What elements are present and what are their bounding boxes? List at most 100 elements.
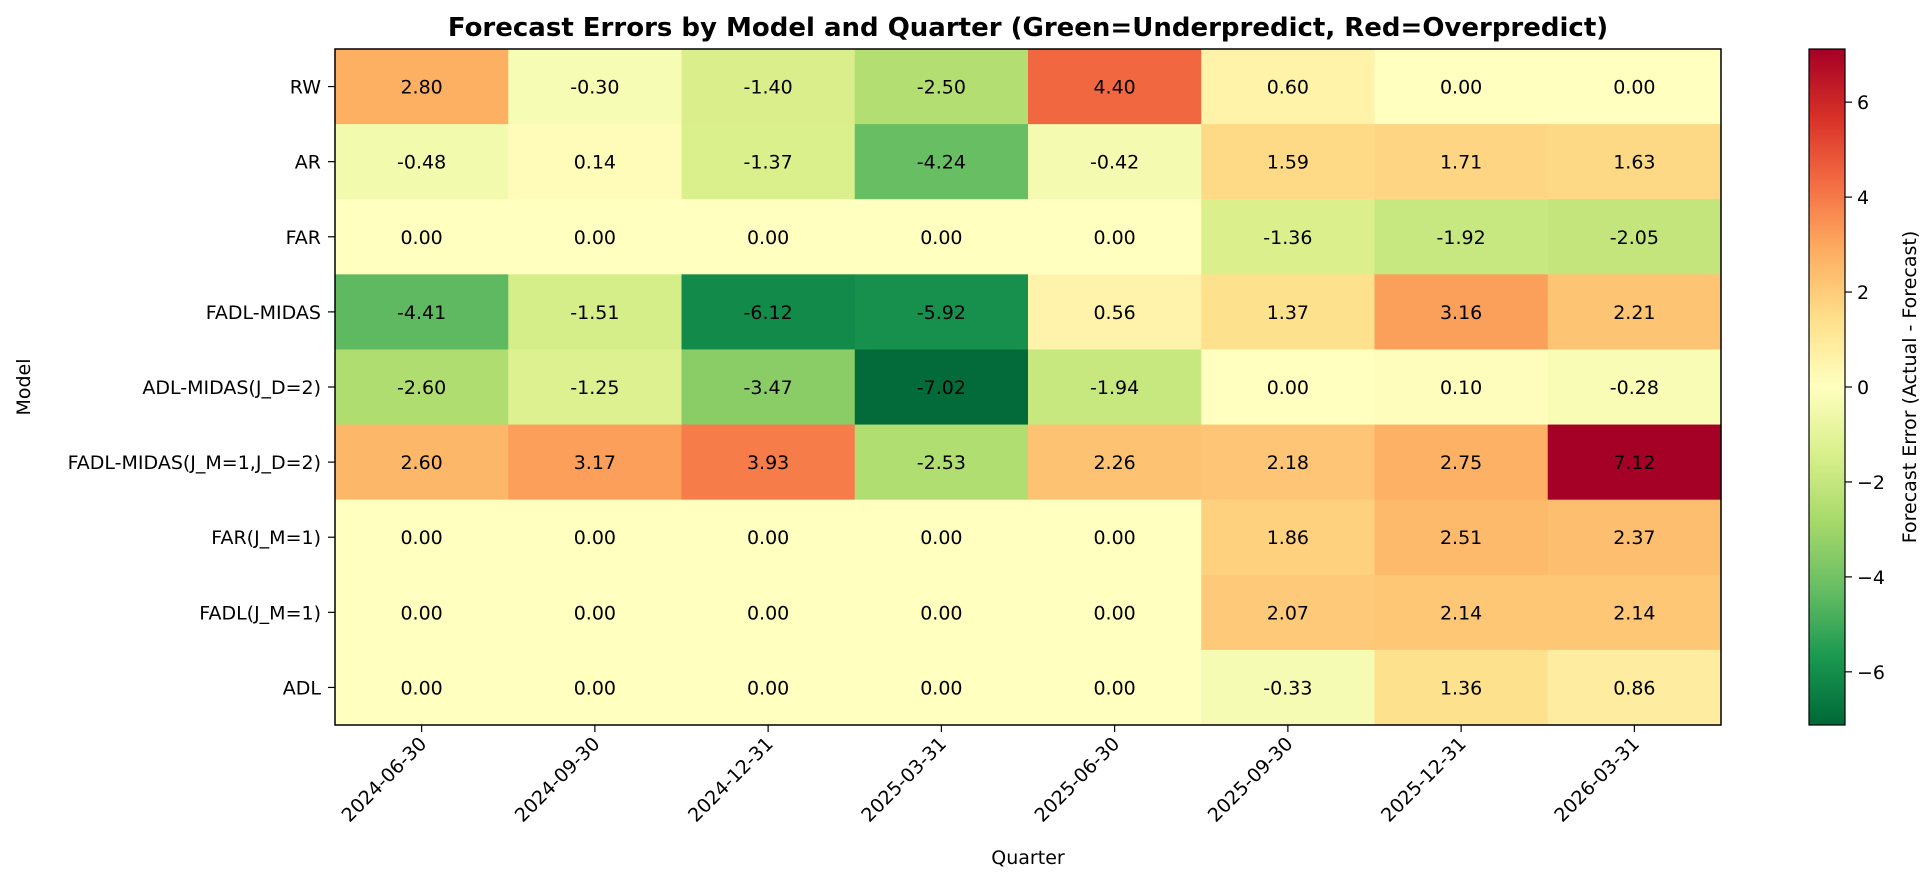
cell-value-label: 0.00 (920, 227, 962, 249)
cell-value-label: 0.00 (1267, 377, 1309, 399)
cell-value-label: -2.53 (917, 452, 966, 474)
heatmap-cell (1547, 349, 1722, 426)
cell-value-label: 0.00 (920, 602, 962, 624)
cell-value-label: -3.47 (744, 377, 793, 399)
heatmap-cells: 2.80 -0.30 -1.40 -2.50 4.40 0.60 0.00 0.00 -0.48… (335, 49, 1722, 726)
y-tick-label: AR (295, 152, 321, 174)
colorbar-tick-label: −2 (1857, 472, 1885, 494)
y-tick-label: ADL (283, 677, 322, 699)
cell-value-label: 3.17 (574, 452, 616, 474)
x-axis-label: Quarter (991, 847, 1065, 869)
cell-value-label: 3.16 (1440, 302, 1482, 324)
colorbar-tick-label: 4 (1857, 187, 1869, 209)
heatmap-cell (1201, 274, 1376, 351)
cell-value-label: -0.33 (1263, 677, 1312, 699)
heatmap-cell (508, 274, 683, 351)
heatmap-cell (681, 424, 856, 501)
x-tick-label: 2024-12-31 (684, 733, 778, 827)
heatmap-cell (508, 349, 683, 426)
heatmap-cell (1374, 649, 1549, 726)
cell-value-label: 0.00 (920, 677, 962, 699)
x-tick-label: 2025-06-30 (1031, 733, 1125, 827)
cell-value-label: 0.60 (1267, 77, 1309, 99)
cell-value-label: 0.00 (400, 602, 442, 624)
heatmap-cell (508, 49, 683, 125)
heatmap-cell (1028, 649, 1202, 726)
colorbar-label: Forecast Error (Actual - Forecast) (1899, 231, 1921, 543)
heatmap-cell (854, 199, 1029, 275)
cell-value-label: 2.26 (1093, 452, 1135, 474)
cell-value-label: 1.36 (1440, 677, 1482, 699)
heatmap-cell (1374, 499, 1549, 576)
heatmap-cell (1201, 199, 1376, 275)
heatmap-cell (681, 574, 856, 651)
heatmap-cell (508, 574, 683, 651)
heatmap-cell (1374, 274, 1549, 351)
cell-value-label: -0.30 (570, 77, 619, 99)
heatmap-cell (854, 649, 1029, 726)
cell-value-label: -1.40 (744, 77, 793, 99)
cell-value-label: 2.60 (400, 452, 442, 474)
x-tick-label: 2026-03-31 (1550, 733, 1644, 827)
heatmap-cell (335, 199, 509, 275)
colorbar-gradient (1808, 48, 1846, 726)
cell-value-label: -4.24 (917, 152, 966, 174)
cell-value-label: 2.51 (1440, 527, 1482, 549)
cell-value-label: -1.51 (570, 302, 619, 324)
heatmap-cell (1028, 124, 1202, 200)
heatmap-cell (681, 649, 856, 726)
heatmap-cell (681, 49, 856, 125)
heatmap-cell (681, 499, 856, 576)
heatmap-cell (681, 124, 856, 200)
cell-value-label: 4.40 (1093, 77, 1135, 99)
heatmap-cell (854, 574, 1029, 651)
cell-value-label: 2.21 (1613, 302, 1655, 324)
cell-value-label: -1.36 (1263, 227, 1312, 249)
heatmap-cell (1201, 649, 1376, 726)
cell-value-label: 0.00 (1093, 527, 1135, 549)
heatmap-cell (1201, 49, 1376, 125)
x-tick-label: 2025-03-31 (857, 733, 951, 827)
cell-value-label: 0.14 (574, 152, 616, 174)
heatmap-cell (854, 49, 1029, 125)
y-tick-label: FADL-MIDAS(J_M=1,J_D=2) (68, 452, 321, 474)
heatmap-cell (1028, 499, 1202, 576)
cell-value-label: 1.59 (1267, 152, 1309, 174)
cell-value-label: 0.00 (1093, 227, 1135, 249)
heatmap-cell (1374, 124, 1549, 200)
heatmap-cell (854, 499, 1029, 576)
x-axis-ticks: 2024-06-30 2024-09-30 2024-12-31 2025-03-31… (338, 725, 1644, 827)
cell-value-label: 0.00 (1093, 602, 1135, 624)
heatmap-cell (335, 274, 509, 351)
cell-value-label: 2.14 (1613, 602, 1655, 624)
heatmap-cell (1374, 424, 1549, 501)
cell-value-label: 0.00 (747, 227, 789, 249)
heatmap-cell (1547, 199, 1722, 275)
heatmap-cell (1374, 349, 1549, 426)
chart-title: Forecast Errors by Model and Quarter (Gr… (448, 13, 1608, 43)
cell-value-label: -1.92 (1437, 227, 1486, 249)
cell-value-label: -6.12 (744, 302, 793, 324)
heatmap-cell (681, 274, 856, 351)
cell-value-label: 0.00 (1613, 77, 1655, 99)
heatmap-cell (335, 574, 509, 651)
cell-value-label: 0.10 (1440, 377, 1482, 399)
cell-value-label: -0.28 (1610, 377, 1659, 399)
colorbar-tick-label: 6 (1857, 92, 1869, 114)
cell-value-label: -0.48 (397, 152, 446, 174)
heatmap-cell (1028, 199, 1202, 275)
heatmap-cell (508, 499, 683, 576)
y-axis-label: Model (13, 358, 35, 415)
heatmap-cell (1547, 274, 1722, 351)
y-axis-ticks: RW AR FAR FADL-MIDAS ADL-MIDAS(J_D=2) FADL-MI… (68, 77, 335, 699)
cell-value-label: 0.00 (574, 227, 616, 249)
cell-value-label: 2.37 (1613, 527, 1655, 549)
cell-value-label: -4.41 (397, 302, 446, 324)
heatmap-cell (1547, 49, 1722, 125)
y-tick-label: ADL-MIDAS(J_D=2) (142, 377, 321, 399)
cell-value-label: 1.86 (1267, 527, 1309, 549)
heatmap-cell (335, 349, 509, 426)
cell-value-label: -0.42 (1090, 152, 1139, 174)
cell-value-label: -1.25 (570, 377, 619, 399)
